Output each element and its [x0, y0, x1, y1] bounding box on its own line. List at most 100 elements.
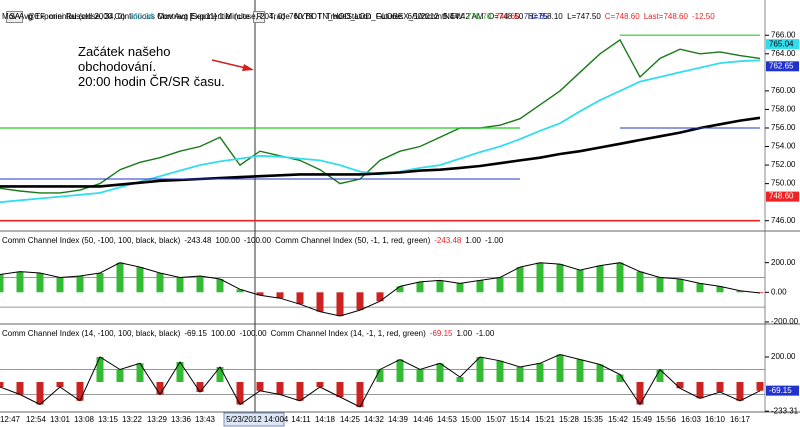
y-tick-label: 200.00: [771, 258, 796, 267]
histogram-bar: [276, 292, 284, 299]
indicator-name: Comm Channel Index (14, -1, 1, red, gree…: [270, 329, 426, 338]
histogram-bar: [656, 277, 664, 293]
histogram-bar: [356, 292, 364, 311]
indicator-value: -100.00: [243, 236, 272, 245]
axis-tag-label: 762.65: [769, 61, 794, 70]
histogram-bar: [656, 369, 664, 382]
arrow-head: [242, 64, 254, 71]
histogram-bar: [556, 264, 564, 293]
y-tick-label: 746.00: [771, 216, 796, 225]
indicator-line: [0, 262, 761, 317]
x-tick-label: 13:08: [74, 415, 95, 424]
annotation-line: obchodování.: [78, 59, 157, 74]
histogram-bar: [476, 357, 484, 382]
button[interactable]: R: [253, 11, 266, 23]
histogram-bar: [296, 382, 304, 401]
y-tick-label: 754.00: [771, 142, 796, 151]
change: -12.50: [691, 12, 715, 21]
axis-tag: [766, 39, 799, 50]
histogram-bar: [516, 267, 524, 293]
indicator-value: -243.48: [434, 236, 462, 245]
x-tick-label: 14:25: [340, 415, 361, 424]
histogram-bar: [536, 363, 544, 382]
symbol-box[interactable]: SA: [6, 11, 24, 23]
panel-header: Mov Avg Exponential (close, 34, 0) 765.04…: [2, 12, 552, 22]
x-tick-label: 4: [284, 415, 289, 424]
histogram-bar: [676, 278, 684, 293]
indicator-value: -100.00: [239, 329, 267, 338]
y-tick-label: -233.31: [771, 406, 799, 415]
histogram-bar: [256, 382, 264, 391]
series-line: [0, 127, 760, 180]
indicator-value: -1.00: [484, 236, 504, 245]
series-line: [0, 38, 761, 194]
histogram-bar: [636, 271, 644, 293]
histogram-bar: [576, 270, 584, 293]
date-box: [223, 412, 285, 427]
series-line: [0, 34, 760, 129]
x-tick-label: 14:53: [437, 415, 458, 424]
histogram-bar: [16, 271, 24, 293]
histogram-bar: [76, 382, 84, 401]
histogram-bar: [196, 275, 204, 293]
indicator-value: 760.78: [288, 12, 314, 21]
histogram-bar: [676, 382, 684, 389]
axis-tag-label: -69.15: [769, 386, 792, 395]
histogram-bar: [56, 277, 64, 293]
histogram-bar: [296, 292, 304, 305]
histogram-bar: [496, 360, 504, 382]
histogram-bar: [716, 286, 724, 293]
indicator-name: Mov Avg Exponential (close, 204, 0): [157, 12, 285, 21]
histogram-bar: [36, 273, 44, 293]
indicator-name: Comm Channel Index (50, -100, 100, black…: [2, 236, 181, 245]
histogram-bar: [436, 363, 444, 382]
indicator-line: [0, 353, 761, 408]
histogram-bar: [136, 267, 144, 293]
histogram-bar: [496, 277, 504, 293]
histogram-bar: [596, 364, 604, 382]
y-tick-label: 760.00: [771, 86, 796, 95]
y-tick-label: 764.00: [771, 49, 796, 58]
indicator-value: 748.60: [495, 12, 520, 21]
histogram-bar: [716, 382, 724, 392]
x-tick-label: 14:46: [413, 415, 434, 424]
x-tick-label: 14:39: [388, 415, 409, 424]
histogram-bar: [616, 374, 624, 382]
x-tick-label: 15:00: [461, 415, 482, 424]
indicator-name: TN_HOD_LOD_GLOBEX_50rtcmntNEW: [317, 12, 463, 21]
annotation-line: Začátek našeho: [78, 44, 171, 59]
y-tick-label: -200.00: [771, 317, 799, 326]
annotation-line: 20:00 hodin ČR/SR času.: [78, 74, 225, 89]
histogram-bar: [456, 283, 464, 293]
histogram-bar: [436, 280, 444, 293]
histogram-bar: [156, 382, 164, 395]
x-tick-label: 13:01: [50, 415, 71, 424]
last: Last=748.60: [643, 12, 688, 21]
histogram-bar: [76, 275, 84, 293]
annotation: Začátek našeho obchodování. 20:00 hodin …: [78, 44, 225, 89]
x-tick-label: 15:14: [510, 415, 531, 424]
indicator-value: 100.00: [211, 329, 236, 338]
x-tick-label: 14:18: [315, 415, 336, 424]
histogram-bar: [156, 273, 164, 293]
y-tick-label: 752.00: [771, 160, 796, 169]
x-tick-label: 13:29: [147, 415, 168, 424]
histogram-bar: [16, 382, 24, 395]
symbol: @TF: [27, 12, 46, 21]
histogram-bar: [0, 274, 4, 293]
axis-tag-label: 748.60: [769, 192, 794, 201]
histogram-bar: [36, 382, 44, 405]
histogram-bar: [696, 382, 704, 399]
x-tick-label: 15:07: [486, 415, 507, 424]
panel-header: Comm Channel Index (50, -100, 100, black…: [2, 236, 507, 246]
indicator-value: 776.70: [466, 12, 492, 21]
histogram-bar: [396, 359, 404, 382]
x-tick-label: 15:49: [632, 415, 653, 424]
histogram-bar: [576, 359, 584, 382]
histogram-bar: [56, 382, 64, 387]
indicator-value: 100.00: [215, 236, 240, 245]
axis-tag-label: 765.04: [769, 39, 794, 48]
